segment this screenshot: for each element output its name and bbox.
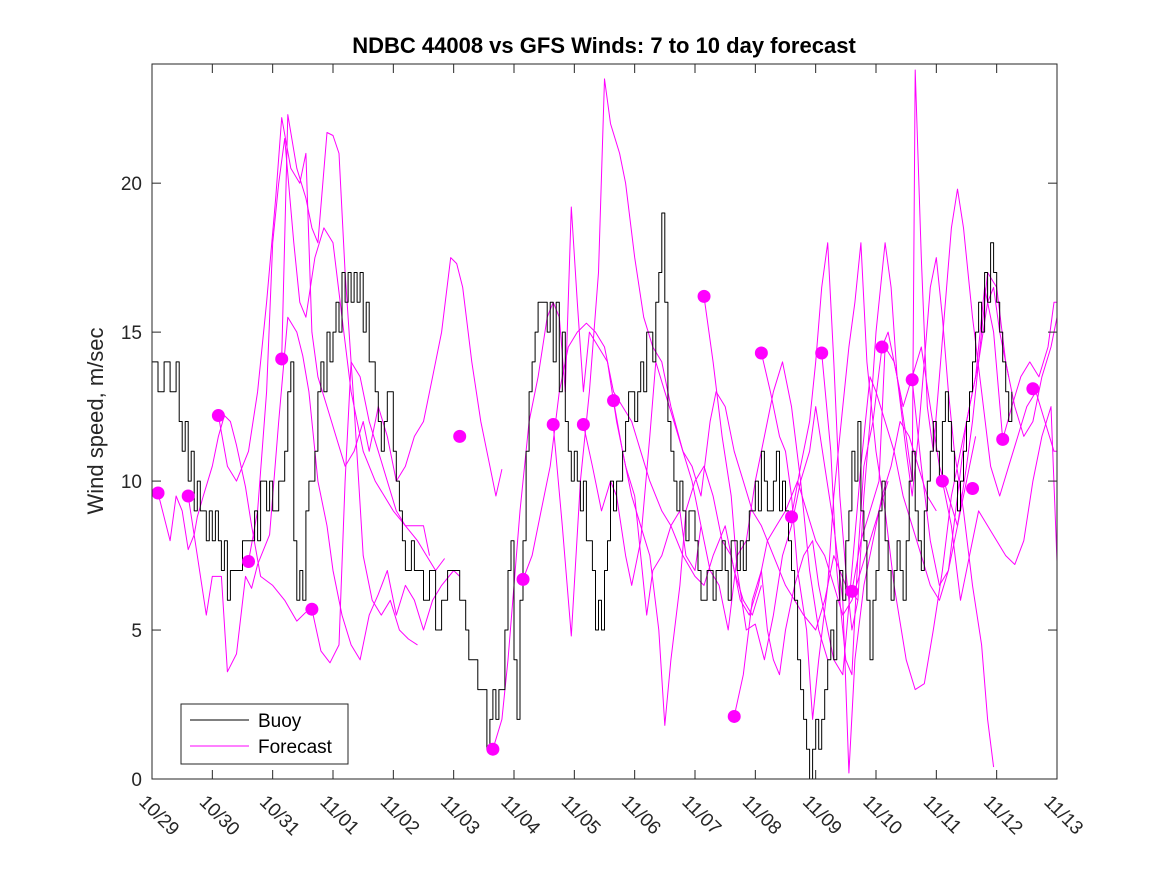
y-axis: 0 5 10 15 20: [121, 174, 1057, 791]
legend[interactable]: Buoy Forecast: [180, 703, 349, 765]
forecast-marker: [607, 394, 621, 408]
y-tick-label: 20: [121, 174, 142, 195]
forecast-line: [941, 406, 1057, 601]
y-tick-label: 0: [131, 770, 142, 791]
forecast-marker: [211, 409, 225, 423]
y-tick-label: 10: [121, 472, 142, 493]
forecast-marker: [727, 709, 741, 723]
forecast-line: [582, 361, 859, 631]
forecast-line: [733, 376, 977, 717]
forecast-line: [217, 117, 503, 497]
forecast-marker: [453, 429, 467, 443]
legend-forecast-label: Forecast: [258, 737, 333, 758]
forecast-marker: [845, 584, 859, 598]
forecast-line: [248, 138, 445, 571]
forecast-marker: [905, 373, 919, 387]
forecast-marker: [151, 486, 165, 500]
y-tick-label: 15: [121, 323, 142, 344]
forecast-series-group: [157, 69, 1057, 774]
forecast-marker: [181, 489, 195, 503]
legend-buoy-label: Buoy: [258, 711, 302, 732]
forecast-marker: [966, 482, 980, 496]
forecast-marker: [996, 432, 1010, 446]
forecast-line: [187, 316, 461, 673]
forecast-marker: [546, 417, 560, 431]
forecast-marker: [935, 474, 949, 488]
buoy-series-group: [152, 212, 1013, 779]
forecast-marker: [275, 352, 289, 366]
forecast-line: [703, 296, 937, 774]
forecast-line: [522, 322, 762, 616]
forecast-marker: [242, 555, 256, 569]
plot-frame: [151, 63, 1058, 780]
forecast-marker: [785, 510, 799, 524]
forecast-line: [552, 78, 829, 660]
forecast-marker: [486, 742, 500, 756]
forecast-marker: [754, 346, 768, 360]
y-tick-label: 5: [131, 621, 142, 642]
forecast-marker: [875, 340, 889, 354]
forecast-marker: [815, 346, 829, 360]
forecast-line: [311, 361, 430, 664]
forecast-markers-group: [151, 289, 1040, 756]
forecast-line: [157, 415, 307, 622]
forecast-marker: [305, 602, 319, 616]
forecast-marker: [697, 289, 711, 303]
forecast-line: [911, 286, 1057, 586]
forecast-marker: [576, 417, 590, 431]
y-axis-label: Wind speed, m/sec: [83, 327, 108, 514]
forecast-marker: [516, 572, 530, 586]
forecast-line: [613, 400, 889, 726]
forecast-marker: [1026, 382, 1040, 396]
forecast-line: [281, 114, 418, 646]
legend-box: [180, 703, 349, 765]
chart-title: NDBC 44008 vs GFS Winds: 7 to 10 day for…: [352, 33, 856, 58]
buoy-line: [152, 212, 1013, 779]
